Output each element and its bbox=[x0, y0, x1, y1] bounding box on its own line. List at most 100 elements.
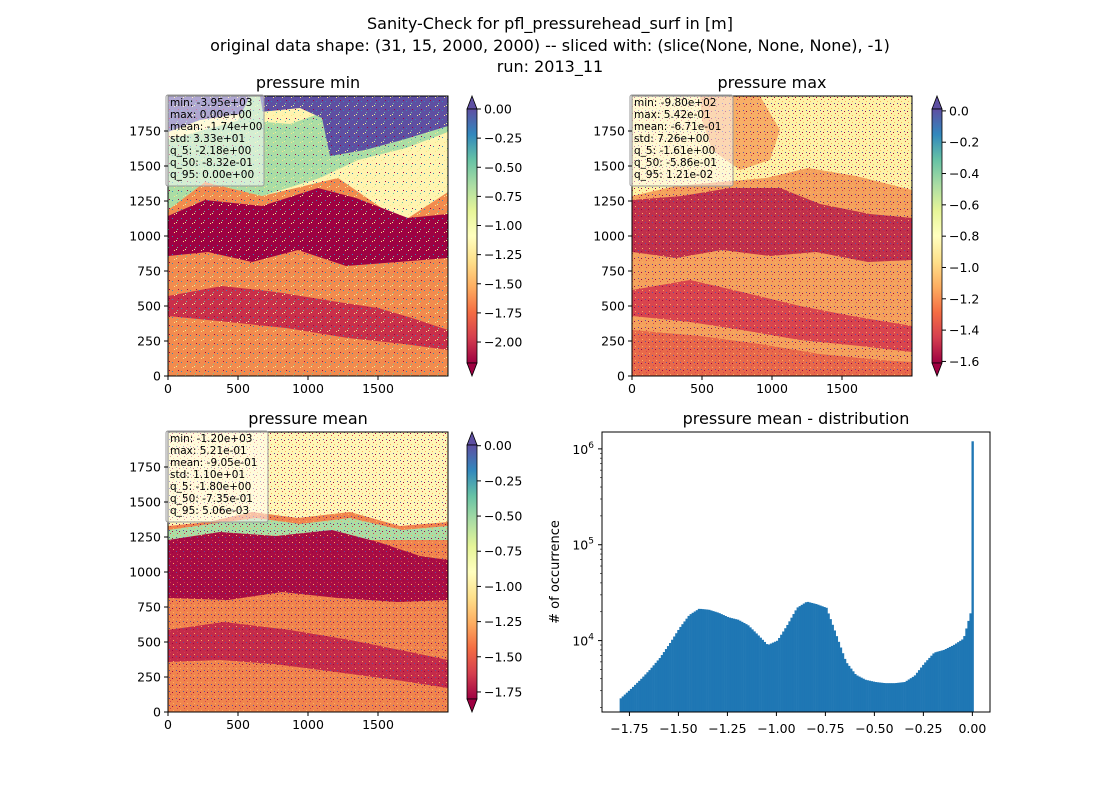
y-tick-label: 1500 bbox=[129, 495, 161, 510]
colorbar-tick-label: −1.00 bbox=[484, 579, 522, 594]
stat-line: q_5: -1.80e+00 bbox=[170, 481, 251, 493]
histogram-bar bbox=[895, 682, 898, 712]
histogram-bar bbox=[751, 629, 754, 712]
histogram-bar bbox=[833, 630, 836, 712]
x-tick-label: 1500 bbox=[362, 717, 394, 732]
histogram-bar bbox=[965, 628, 968, 712]
histogram-bar bbox=[687, 615, 690, 712]
histogram-bar bbox=[829, 619, 832, 712]
histogram-bar bbox=[903, 682, 906, 712]
colorbar-extend-max bbox=[466, 430, 478, 446]
histogram-bar bbox=[743, 622, 746, 712]
histogram-bar bbox=[893, 683, 896, 712]
x-axis: 0 500 1000 1500 bbox=[164, 712, 394, 732]
histogram-bar bbox=[648, 670, 651, 712]
x-tick-label: 500 bbox=[690, 381, 714, 396]
y-tick-label: 0 bbox=[617, 369, 625, 384]
histogram-bar bbox=[819, 605, 822, 712]
stat-line: max: 5.42e-01 bbox=[634, 109, 711, 121]
y-axis: 104 105 106 bbox=[572, 441, 602, 708]
histogram-bar bbox=[866, 680, 869, 712]
colorbar-tick-label: −1.50 bbox=[484, 276, 522, 291]
histogram-bar bbox=[928, 657, 931, 712]
y-axis: 0 250 500 750 1000 1250 1500 1750 bbox=[593, 124, 632, 384]
histogram-bar bbox=[629, 688, 633, 712]
histogram-bar bbox=[763, 641, 767, 712]
histogram-bar bbox=[876, 682, 880, 712]
histogram-bar bbox=[868, 680, 871, 712]
y-tick-label: 1000 bbox=[129, 229, 161, 244]
histogram-bar bbox=[913, 675, 917, 712]
histogram-bar bbox=[839, 647, 843, 712]
colorbar: 0.00 −0.25 −0.50 −0.75 −1.00 −1.25 −1.50 −1.75 bbox=[466, 430, 522, 714]
histogram-bar bbox=[870, 681, 874, 712]
histogram-bar bbox=[627, 690, 631, 712]
x-tick-label: −1.50 bbox=[659, 721, 697, 736]
histogram-bar bbox=[885, 683, 888, 712]
x-tick-label: −1.00 bbox=[757, 721, 795, 736]
histogram-bar bbox=[915, 672, 919, 712]
stat-line: mean: -1.74e+00 bbox=[170, 121, 262, 133]
histogram-bar bbox=[891, 683, 894, 712]
stats-box: min: -3.95e+03 max: 0.00e+00 mean: -1.74… bbox=[165, 94, 265, 187]
colorbar-tick-label: −0.8 bbox=[949, 229, 979, 244]
histogram-bar bbox=[804, 602, 808, 712]
y-tick-label: 1250 bbox=[129, 194, 161, 209]
stat-line: mean: -6.71e-01 bbox=[634, 121, 721, 133]
x-tick-label: 0 bbox=[628, 381, 636, 396]
histogram-bar bbox=[792, 614, 795, 712]
histogram-bar bbox=[747, 625, 750, 712]
colorbar-tick-label: −1.75 bbox=[484, 684, 522, 699]
histogram-bar bbox=[745, 624, 748, 712]
y-tick-label: 1750 bbox=[593, 124, 625, 139]
histogram-bar bbox=[917, 670, 921, 712]
panel-title: pressure mean bbox=[248, 409, 368, 428]
histogram-bar bbox=[798, 606, 802, 712]
colorbar-tick-label: −0.50 bbox=[484, 509, 522, 524]
y-tick-label: 250 bbox=[601, 334, 625, 349]
colorbar-tick-label: −1.6 bbox=[949, 354, 979, 369]
y-tick-label: 104 bbox=[572, 633, 594, 649]
histogram-bar bbox=[969, 613, 972, 712]
stat-line: q_95: 1.21e-02 bbox=[634, 169, 713, 181]
histogram-bar bbox=[860, 677, 863, 712]
colorbar-extend-max bbox=[931, 94, 943, 110]
y-tick-label: 1250 bbox=[593, 194, 625, 209]
y-tick-label: 1500 bbox=[129, 159, 161, 174]
x-tick-label: 500 bbox=[226, 381, 250, 396]
histogram-bar bbox=[806, 601, 810, 712]
panel-title: pressure min bbox=[256, 73, 360, 92]
histogram-bar bbox=[852, 671, 855, 712]
x-tick-label: −0.75 bbox=[806, 721, 844, 736]
histogram-bar bbox=[662, 652, 666, 712]
histogram-bar bbox=[909, 678, 913, 712]
histogram-bar bbox=[948, 646, 952, 712]
stat-line: min: -1.20e+03 bbox=[170, 433, 252, 445]
histogram-bar bbox=[942, 649, 946, 712]
histogram-bar bbox=[920, 667, 923, 712]
panel-pressure-max: pressure max min: -9.80e+02 max: 5.42e-0… bbox=[593, 73, 979, 396]
y-tick-label: 0 bbox=[153, 705, 161, 720]
y-tick-label: 1250 bbox=[129, 530, 161, 545]
histogram-bar bbox=[669, 643, 672, 712]
histogram-bar bbox=[924, 662, 927, 712]
histogram-bar bbox=[685, 618, 688, 712]
colorbar-extend-min bbox=[931, 362, 943, 378]
histogram-bar bbox=[790, 617, 793, 712]
suptitle-line-3: run: 2013_11 bbox=[497, 57, 603, 77]
colorbar-tick-label: −0.75 bbox=[484, 544, 522, 559]
histogram-bar bbox=[679, 626, 682, 712]
histogram-bar bbox=[825, 607, 828, 712]
histogram-bar bbox=[907, 679, 911, 712]
stat-line: q_50: -7.35e-01 bbox=[170, 493, 253, 505]
histogram-bar bbox=[773, 641, 777, 712]
histogram-bar bbox=[850, 668, 853, 712]
y-tick-label: 1500 bbox=[593, 159, 625, 174]
colorbar-tick-label: −1.75 bbox=[484, 305, 522, 320]
histogram-bar bbox=[644, 674, 647, 712]
histogram-bar bbox=[706, 609, 709, 712]
y-tick-label: 1750 bbox=[129, 124, 161, 139]
histogram-bar bbox=[673, 636, 676, 712]
panel-title: pressure max bbox=[717, 73, 826, 92]
